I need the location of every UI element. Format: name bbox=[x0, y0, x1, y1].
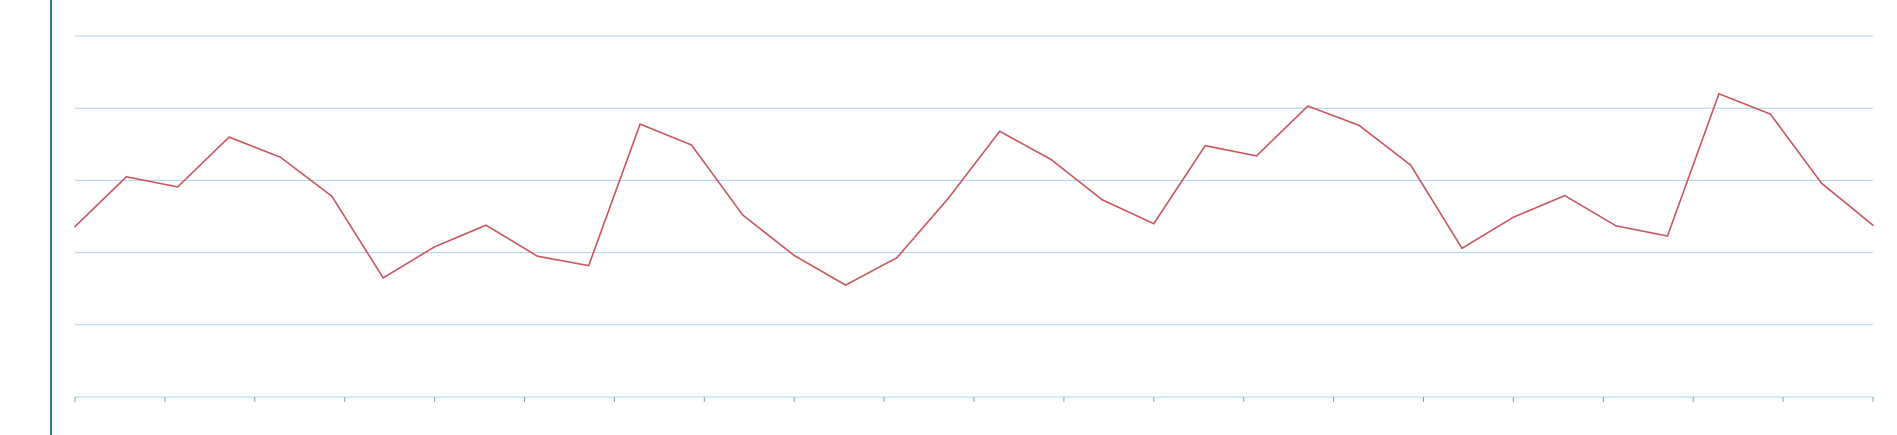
data-point bbox=[1666, 235, 1669, 237]
data-point bbox=[1615, 225, 1617, 227]
data-point bbox=[74, 225, 76, 228]
data-point bbox=[176, 186, 179, 188]
data-point bbox=[1307, 105, 1309, 107]
data-point bbox=[1820, 182, 1823, 185]
data-point bbox=[536, 255, 539, 258]
data-point bbox=[1050, 158, 1052, 161]
data-point bbox=[793, 254, 795, 257]
axes bbox=[50, 0, 1874, 435]
data-point bbox=[279, 156, 282, 159]
data-point bbox=[587, 264, 590, 267]
data-point bbox=[1512, 216, 1515, 219]
data-point bbox=[485, 224, 487, 226]
data-point bbox=[639, 123, 641, 125]
data-point bbox=[1461, 247, 1463, 250]
data-point bbox=[690, 144, 693, 146]
series-line bbox=[74, 92, 1874, 287]
data-point bbox=[896, 256, 898, 259]
data-point bbox=[228, 136, 230, 138]
data-point bbox=[125, 175, 128, 178]
data-point bbox=[1409, 164, 1412, 167]
data-point bbox=[1872, 224, 1874, 226]
data-point bbox=[1101, 199, 1104, 201]
data-point bbox=[382, 277, 385, 279]
data-point bbox=[1153, 222, 1155, 225]
data-point bbox=[844, 284, 847, 286]
series-layer bbox=[74, 92, 1874, 287]
data-point bbox=[1769, 113, 1772, 115]
data-point bbox=[998, 130, 1001, 133]
data-point bbox=[1563, 194, 1566, 197]
data-point bbox=[1204, 144, 1206, 147]
gridlines bbox=[75, 35, 1873, 326]
data-point bbox=[1718, 92, 1720, 95]
data-point bbox=[947, 197, 950, 200]
data-point bbox=[1358, 124, 1361, 127]
data-point bbox=[742, 214, 744, 216]
data-point bbox=[1255, 155, 1258, 157]
data-point bbox=[331, 195, 333, 198]
data-point bbox=[433, 246, 436, 248]
